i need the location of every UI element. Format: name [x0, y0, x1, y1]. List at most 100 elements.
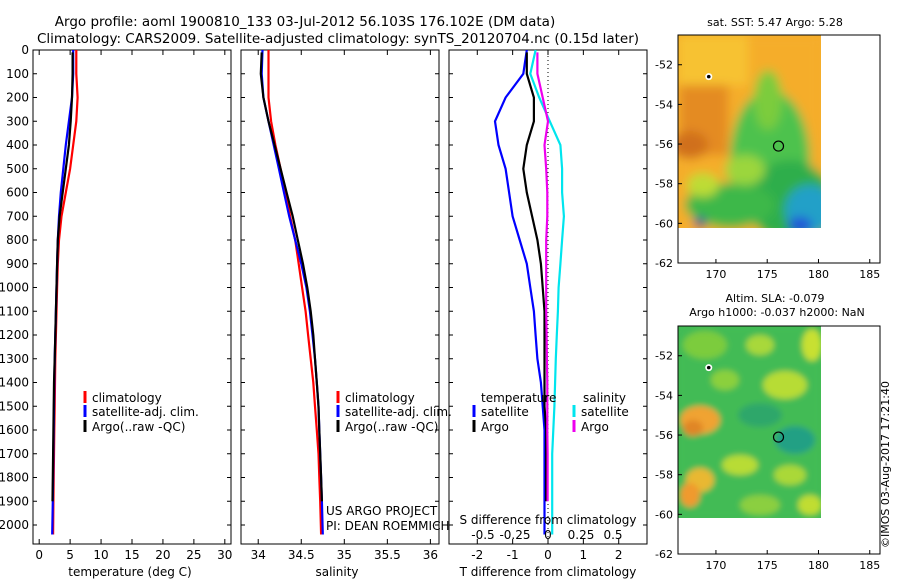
- salinity-series: [259, 49, 324, 535]
- depth-tick-label: 200: [6, 91, 29, 105]
- legend-label-s-argo: Argo: [581, 420, 609, 434]
- series-line-temperature-satellite: [493, 49, 546, 535]
- sst-heatmap: [678, 35, 821, 228]
- legend-header-salinity: salinity: [583, 391, 626, 405]
- salinity-axes-frame: [240, 49, 440, 545]
- map-y-tick-label: -54: [655, 389, 673, 402]
- depth-tick-label: 500: [6, 162, 29, 176]
- salinity-panel: 34 34.5 35 35.5 36 salinity climatology sate…: [240, 49, 452, 579]
- depth-tick-label: 1500: [0, 399, 29, 413]
- depth-tick-label: 1600: [0, 423, 29, 437]
- s-difference-label: S difference from climatology: [460, 513, 637, 527]
- difference-series: [493, 49, 566, 535]
- map-x-tick-label: 180: [808, 268, 829, 281]
- legend-label-t-satellite: satellite: [481, 405, 529, 419]
- temperature-panel: 0100200300400500600700800900100011001200…: [0, 43, 647, 579]
- depth-tick-label: 1700: [0, 447, 29, 461]
- temperature-xlabel: temperature (deg C): [68, 565, 191, 579]
- map-y-tick-label: -54: [655, 98, 673, 111]
- salinity-xlabel: salinity: [315, 565, 358, 579]
- x-tick-label: 35: [337, 548, 352, 562]
- legend-label-climatology: climatology: [92, 391, 162, 405]
- depth-tick-label: 1400: [0, 376, 29, 390]
- depth-tick-label: 1200: [0, 328, 29, 342]
- legend-label-argo: Argo(..raw -QC): [92, 420, 185, 434]
- title-line2: Climatology: CARS2009. Satellite-adjuste…: [37, 31, 639, 47]
- legend-label-climatology: climatology: [345, 391, 415, 405]
- sla-map-panel: Altim. SLA: -0.079 Argo h1000: -0.037 h2…: [655, 292, 881, 572]
- t-difference-xlabel: T difference from climatology: [459, 565, 637, 579]
- sst-map-axes: 170 175 180 185 -52 -54 -56 -58 -60 -62: [655, 59, 880, 281]
- map-x-tick-label: 170: [705, 559, 726, 572]
- x-tick-label: 5: [66, 548, 74, 562]
- legend-label-satellite: satellite-adj. clim.: [345, 405, 452, 419]
- s-tick-label: 0: [544, 528, 552, 542]
- map-x-tick-label: 185: [859, 559, 880, 572]
- depth-tick-label: 900: [6, 257, 29, 271]
- x-tick-label: 30: [217, 548, 232, 562]
- map-y-tick-label: -58: [655, 178, 673, 191]
- depth-tick-label: 1000: [0, 281, 29, 295]
- temperature-x-axis: 0 5 10 15 20 25 30: [35, 50, 232, 562]
- sst-map-frame: [677, 34, 881, 264]
- credit-pi: PI: DEAN ROEMMICH: [326, 519, 449, 533]
- depth-tick-label: 600: [6, 186, 29, 200]
- sla-map-subtitle: Argo h1000: -0.037 h2000: NaN: [689, 306, 865, 319]
- s-tick-label: 0.5: [603, 528, 622, 542]
- x-tick-label: 25: [186, 548, 201, 562]
- x-tick-label: 20: [155, 548, 170, 562]
- map-y-tick-label: -62: [655, 257, 673, 270]
- sst-map-panel: sat. SST: 5.47 Argo: 5.28 170 175 180 185 -5…: [655, 16, 881, 281]
- map-x-tick-label: 175: [757, 559, 778, 572]
- x-tick-label: 2: [615, 548, 623, 562]
- temperature-series: [51, 50, 79, 535]
- series-line-argo-raw-qc: [259, 52, 323, 502]
- salinity-legend: climatology satellite-adj. clim. Argo(..…: [336, 391, 452, 434]
- sla-map-axes: 170 175 180 185 -52 -54 -56 -58 -60 -62: [655, 350, 880, 572]
- sst-map-title: sat. SST: 5.47 Argo: 5.28: [707, 16, 843, 29]
- argo-position-marker: [772, 140, 785, 152]
- x-tick-label: 34: [251, 548, 266, 562]
- map-y-tick-label: -52: [655, 59, 673, 72]
- x-tick-label: 15: [124, 548, 139, 562]
- depth-tick-label: 1300: [0, 352, 29, 366]
- series-line-argo-raw-qc: [51, 52, 74, 502]
- x-tick-label: 1: [580, 548, 588, 562]
- map-y-tick-label: -62: [655, 548, 673, 561]
- depth-tick-label: 2000: [0, 518, 29, 532]
- legend-header-temperature: temperature: [481, 391, 556, 405]
- depth-tick-label: 1100: [0, 304, 29, 318]
- x-tick-label: 34.5: [288, 548, 315, 562]
- x-tick-label: -2: [471, 548, 483, 562]
- sla-map-title: Altim. SLA: -0.079: [725, 292, 824, 305]
- series-line-salinity-satellite: [529, 49, 566, 535]
- series-line-temperature-argo: [522, 52, 548, 502]
- map-x-tick-label: 170: [705, 268, 726, 281]
- legend-label-satellite: satellite-adj. clim.: [92, 405, 199, 419]
- imos-credit: ©IMOS 03-Aug-2017 17:21:40: [879, 381, 892, 548]
- temperature-legend: climatology satellite-adj. clim. Argo(..…: [83, 391, 199, 434]
- legend-label-argo: Argo(..raw -QC): [345, 420, 438, 434]
- map-y-tick-label: -56: [655, 138, 673, 151]
- x-tick-label: 10: [93, 548, 108, 562]
- salinity-x-axis: 34 34.5 35 35.5 36: [251, 50, 438, 562]
- x-tick-label: 0: [35, 548, 43, 562]
- series-line-climatology: [267, 50, 323, 535]
- x-tick-label: 0: [544, 548, 552, 562]
- s-tick-label: 0.25: [568, 528, 595, 542]
- t-difference-x-axis: -2 -1 0 1 2: [471, 50, 623, 562]
- temperature-axes-frame: [32, 49, 232, 545]
- series-line-salinity-argo: [536, 52, 550, 502]
- credit-project: US ARGO PROJECT: [326, 504, 438, 518]
- depth-tick-label: 400: [6, 138, 29, 152]
- map-x-tick-label: 185: [859, 268, 880, 281]
- sla-map-frame: [677, 325, 881, 555]
- reference-dot: [706, 365, 711, 370]
- s-tick-label: -0.5: [471, 528, 494, 542]
- x-tick-label: 36: [423, 548, 438, 562]
- argo-position-marker: [772, 431, 785, 443]
- depth-axis: 0 100 200 300 400 500 600 700 800 900 1000 1100 1200…: [0, 43, 647, 532]
- difference-panel: -2 -1 0 1 2 S difference from climatology -0…: [448, 49, 648, 579]
- map-y-tick-label: -56: [655, 429, 673, 442]
